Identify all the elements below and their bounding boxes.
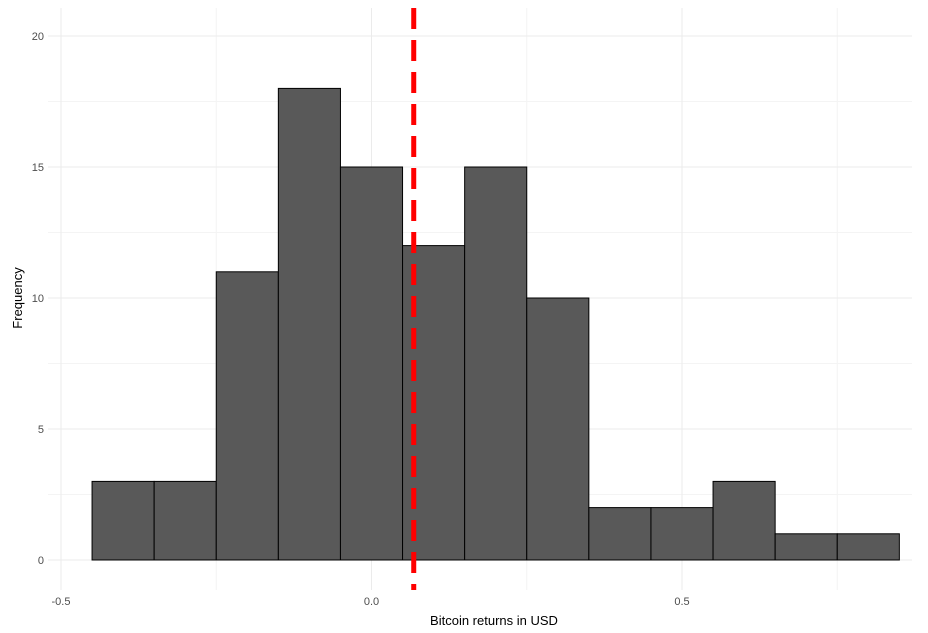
histogram-bar [464, 166, 528, 561]
x-tick-label: 0.0 [364, 596, 379, 608]
histogram-bar [712, 480, 776, 561]
histogram-bar [215, 271, 279, 561]
histogram-bar [526, 297, 590, 561]
histogram-bar [339, 166, 404, 561]
bars [91, 87, 900, 561]
histogram-bar [836, 533, 900, 561]
y-tick-label: 0 [38, 555, 44, 567]
y-axis-ticks: 0 5 10 15 20 [32, 31, 44, 567]
histogram-bar [277, 87, 341, 561]
y-tick-label: 10 [32, 293, 44, 305]
x-axis-ticks: -0.5 0.0 0.5 [52, 596, 690, 608]
histogram-bar [153, 480, 217, 561]
y-axis-title: Frequency [10, 267, 25, 329]
histogram-bar [650, 507, 714, 561]
x-axis-title: Bitcoin returns in USD [430, 613, 558, 628]
y-tick-label: 20 [32, 31, 44, 43]
x-tick-label: -0.5 [52, 596, 71, 608]
histogram-bar [774, 533, 838, 561]
histogram-bar [91, 480, 155, 561]
y-tick-label: 5 [38, 424, 44, 436]
histogram-bar [588, 507, 652, 561]
y-tick-label: 15 [32, 162, 44, 174]
x-tick-label: 0.5 [674, 596, 689, 608]
